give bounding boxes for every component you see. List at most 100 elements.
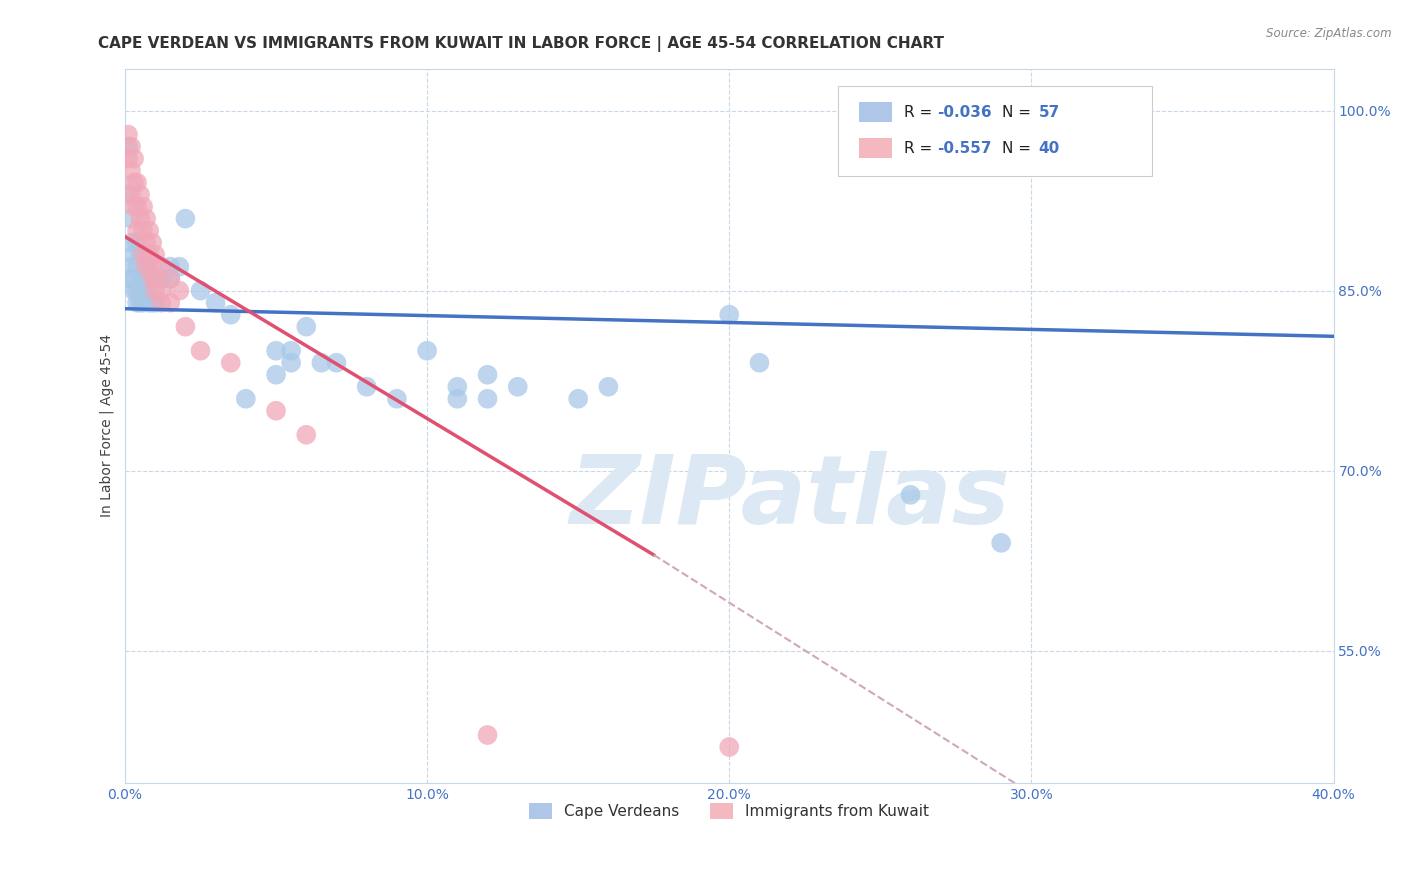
Point [129, 247, 152, 261]
Point [311, 356, 333, 370]
Text: N =: N = [1002, 105, 1036, 120]
Point [138, 247, 160, 261]
Text: R =: R = [904, 105, 938, 120]
Point [150, 260, 173, 274]
Point [125, 284, 148, 298]
Text: ZIPatlas: ZIPatlas [569, 450, 1010, 544]
Point [477, 728, 499, 742]
Point [120, 139, 142, 153]
Point [125, 235, 148, 250]
Point [174, 211, 197, 226]
Point [598, 380, 620, 394]
Point [143, 295, 166, 310]
Point [477, 392, 499, 406]
Point [990, 536, 1012, 550]
Point [132, 295, 155, 310]
Point [264, 368, 287, 382]
Point [356, 380, 378, 394]
Point [125, 260, 148, 274]
Point [117, 139, 139, 153]
Point [135, 235, 157, 250]
Point [141, 260, 163, 274]
Point [132, 247, 155, 261]
Point [122, 152, 145, 166]
Point [120, 163, 142, 178]
Point [169, 284, 191, 298]
Point [219, 308, 242, 322]
Point [295, 319, 318, 334]
Point [122, 271, 145, 285]
Point [122, 200, 145, 214]
Point [125, 176, 148, 190]
Point [129, 295, 152, 310]
Legend: Cape Verdeans, Immigrants from Kuwait: Cape Verdeans, Immigrants from Kuwait [523, 797, 935, 825]
Point [143, 271, 166, 285]
Point [138, 284, 160, 298]
Point [235, 392, 257, 406]
Text: Source: ZipAtlas.com: Source: ZipAtlas.com [1267, 27, 1392, 40]
Point [129, 284, 152, 298]
Point [125, 200, 148, 214]
Point [117, 128, 139, 142]
Point [416, 343, 439, 358]
Text: R =: R = [904, 141, 938, 156]
Point [132, 224, 155, 238]
Point [174, 319, 197, 334]
Point [280, 343, 302, 358]
Point [122, 176, 145, 190]
Point [120, 271, 142, 285]
Point [120, 211, 142, 226]
Point [143, 247, 166, 261]
Point [190, 343, 212, 358]
Point [143, 284, 166, 298]
Point [159, 271, 181, 285]
Point [122, 284, 145, 298]
Point [138, 224, 160, 238]
Text: -0.557: -0.557 [938, 141, 991, 156]
Point [141, 271, 163, 285]
Point [138, 295, 160, 310]
Point [135, 211, 157, 226]
Text: -0.036: -0.036 [938, 105, 991, 120]
Point [567, 392, 589, 406]
Point [325, 356, 347, 370]
Point [141, 235, 163, 250]
Point [295, 427, 318, 442]
Point [122, 247, 145, 261]
Text: 40: 40 [1039, 141, 1060, 156]
Point [219, 356, 242, 370]
Point [150, 284, 173, 298]
Point [204, 295, 226, 310]
FancyBboxPatch shape [838, 87, 1153, 176]
Point [280, 356, 302, 370]
Point [169, 260, 191, 274]
Point [135, 260, 157, 274]
Point [150, 271, 173, 285]
Point [141, 295, 163, 310]
Point [159, 260, 181, 274]
Point [125, 224, 148, 238]
Point [477, 368, 499, 382]
Y-axis label: In Labor Force | Age 45-54: In Labor Force | Age 45-54 [100, 334, 114, 517]
Text: CAPE VERDEAN VS IMMIGRANTS FROM KUWAIT IN LABOR FORCE | AGE 45-54 CORRELATION CH: CAPE VERDEAN VS IMMIGRANTS FROM KUWAIT I… [98, 36, 945, 52]
Point [446, 380, 468, 394]
Point [117, 187, 139, 202]
Point [264, 404, 287, 418]
Text: 57: 57 [1039, 105, 1060, 120]
Point [132, 271, 155, 285]
Point [135, 271, 157, 285]
Bar [859, 138, 893, 158]
Point [900, 488, 922, 502]
Point [446, 392, 468, 406]
Point [129, 187, 152, 202]
Point [718, 739, 741, 754]
Point [120, 235, 142, 250]
Point [129, 211, 152, 226]
Point [264, 343, 287, 358]
Point [718, 308, 741, 322]
Text: N =: N = [1002, 141, 1036, 156]
Point [159, 295, 181, 310]
Point [117, 152, 139, 166]
Point [159, 271, 181, 285]
Point [132, 200, 155, 214]
